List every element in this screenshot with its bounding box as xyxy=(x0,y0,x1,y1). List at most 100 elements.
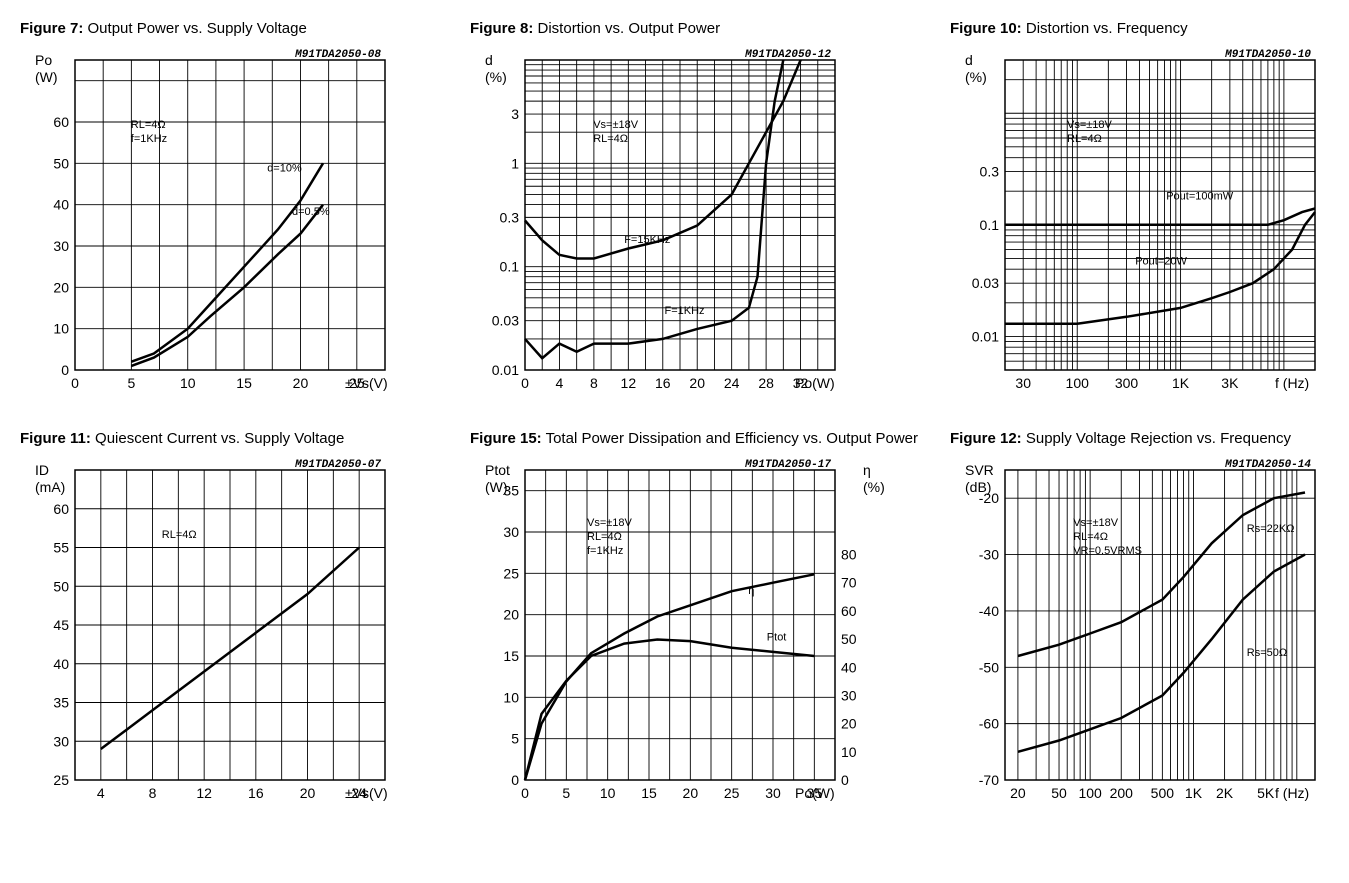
svg-text:(W): (W) xyxy=(485,479,508,495)
svg-text:16: 16 xyxy=(655,375,671,391)
svg-text:RL=4Ω: RL=4Ω xyxy=(1067,133,1102,145)
svg-text:η: η xyxy=(748,585,754,597)
svg-text:f=1KHz: f=1KHz xyxy=(587,545,623,557)
figure-num: Figure 12: xyxy=(950,430,1022,447)
figure-6: Figure 12: Supply Voltage Rejection vs. … xyxy=(950,430,1349,815)
svg-text:RL=4Ω: RL=4Ω xyxy=(1073,531,1108,543)
svg-text:20: 20 xyxy=(689,375,705,391)
svg-text:1K: 1K xyxy=(1185,785,1203,801)
figure-title: Figure 7: Output Power vs. Supply Voltag… xyxy=(20,20,450,37)
chart: M91TDA2050-17 05101520253035051015202530… xyxy=(470,455,930,815)
svg-text:(dB): (dB) xyxy=(965,479,991,495)
svg-text:5: 5 xyxy=(127,375,135,391)
svg-text:5: 5 xyxy=(511,731,519,747)
svg-text:Vs=±18V: Vs=±18V xyxy=(593,119,639,131)
svg-text:20: 20 xyxy=(300,785,316,801)
svg-text:45: 45 xyxy=(53,617,69,633)
svg-text:-30: -30 xyxy=(979,547,999,563)
svg-text:0.3: 0.3 xyxy=(980,164,1000,180)
svg-text:0.3: 0.3 xyxy=(500,209,520,225)
svg-text:12: 12 xyxy=(621,375,637,391)
figure-num: Figure 8: xyxy=(470,20,533,37)
svg-text:4: 4 xyxy=(556,375,564,391)
svg-text:(W): (W) xyxy=(35,69,58,85)
svg-text:10: 10 xyxy=(180,375,196,391)
svg-text:ID: ID xyxy=(35,462,49,478)
figure-num: Figure 7: xyxy=(20,20,83,37)
svg-text:10: 10 xyxy=(503,689,519,705)
svg-text:15: 15 xyxy=(503,648,519,664)
svg-text:300: 300 xyxy=(1115,375,1139,391)
svg-text:0: 0 xyxy=(71,375,79,391)
svg-text:20: 20 xyxy=(841,716,857,732)
figure-caption: Quiescent Current vs. Supply Voltage xyxy=(95,430,344,447)
svg-text:Po(W): Po(W) xyxy=(795,375,835,391)
svg-text:d: d xyxy=(485,52,493,68)
svg-text:8: 8 xyxy=(149,785,157,801)
svg-text:28: 28 xyxy=(758,375,774,391)
chart-code: M91TDA2050-08 xyxy=(294,49,381,61)
svg-text:(%): (%) xyxy=(485,69,507,85)
figure-5: Figure 15: Total Power Dissipation and E… xyxy=(470,430,930,815)
figure-caption: Supply Voltage Rejection vs. Frequency xyxy=(1026,430,1291,447)
svg-text:8: 8 xyxy=(590,375,598,391)
svg-text:5: 5 xyxy=(562,785,570,801)
svg-text:±Vs(V): ±Vs(V) xyxy=(345,785,388,801)
chart-code: M91TDA2050-14 xyxy=(1224,459,1311,471)
svg-text:1K: 1K xyxy=(1172,375,1190,391)
svg-text:3: 3 xyxy=(511,106,519,122)
svg-text:RL=4Ω: RL=4Ω xyxy=(593,133,628,145)
figure-title: Figure 12: Supply Voltage Rejection vs. … xyxy=(950,430,1349,447)
figure-title: Figure 11: Quiescent Current vs. Supply … xyxy=(20,430,450,447)
svg-text:20: 20 xyxy=(293,375,309,391)
svg-text:F=15KHz: F=15KHz xyxy=(624,234,670,246)
chart: M91TDA2050-10 301003001K3K0.010.030.10.3… xyxy=(950,45,1349,405)
svg-text:η: η xyxy=(863,462,871,478)
svg-text:24: 24 xyxy=(724,375,740,391)
svg-text:Po(W): Po(W) xyxy=(795,785,835,801)
svg-text:30: 30 xyxy=(53,238,69,254)
svg-text:Rs=22KΩ: Rs=22KΩ xyxy=(1247,523,1295,535)
chart-code: M91TDA2050-12 xyxy=(744,49,831,61)
chart: M91TDA2050-14 20501002005001K2K5K-70-60-… xyxy=(950,455,1349,815)
svg-text:30: 30 xyxy=(1015,375,1031,391)
chart-code: M91TDA2050-07 xyxy=(294,459,381,471)
svg-text:(%): (%) xyxy=(965,69,987,85)
svg-text:50: 50 xyxy=(841,631,857,647)
svg-text:RL=4Ω: RL=4Ω xyxy=(131,119,166,131)
svg-text:RL=4Ω: RL=4Ω xyxy=(162,529,197,541)
svg-text:1: 1 xyxy=(511,155,519,171)
svg-text:0.03: 0.03 xyxy=(492,313,519,329)
svg-text:60: 60 xyxy=(53,114,69,130)
figure-3: Figure 10: Distortion vs. Frequency M91T… xyxy=(950,20,1349,405)
svg-text:40: 40 xyxy=(841,659,857,675)
svg-text:100: 100 xyxy=(1078,785,1102,801)
svg-text:40: 40 xyxy=(53,197,69,213)
svg-text:-60: -60 xyxy=(979,716,999,732)
svg-text:30: 30 xyxy=(503,524,519,540)
figure-2: Figure 8: Distortion vs. Output Power M9… xyxy=(470,20,930,405)
figure-caption: Distortion vs. Output Power xyxy=(538,20,721,37)
svg-text:60: 60 xyxy=(841,603,857,619)
svg-text:Pout=100mW: Pout=100mW xyxy=(1166,191,1234,203)
svg-text:RL=4Ω: RL=4Ω xyxy=(587,531,622,543)
svg-text:Ptot: Ptot xyxy=(485,462,510,478)
svg-text:20: 20 xyxy=(1010,785,1026,801)
svg-text:10: 10 xyxy=(841,744,857,760)
svg-text:(mA): (mA) xyxy=(35,479,65,495)
svg-text:15: 15 xyxy=(236,375,252,391)
figure-num: Figure 10: xyxy=(950,20,1022,37)
figure-title: Figure 8: Distortion vs. Output Power xyxy=(470,20,930,37)
svg-text:5K: 5K xyxy=(1257,785,1275,801)
svg-text:35: 35 xyxy=(53,695,69,711)
figure-1: Figure 7: Output Power vs. Supply Voltag… xyxy=(20,20,450,405)
chart: M91TDA2050-08 05101520250102030405060 Po… xyxy=(20,45,450,405)
svg-text:0: 0 xyxy=(61,362,69,378)
svg-text:60: 60 xyxy=(53,501,69,517)
figure-4: Figure 11: Quiescent Current vs. Supply … xyxy=(20,430,450,815)
svg-text:10: 10 xyxy=(53,321,69,337)
svg-text:15: 15 xyxy=(641,785,657,801)
svg-text:4: 4 xyxy=(97,785,105,801)
svg-text:50: 50 xyxy=(53,155,69,171)
svg-text:SVR: SVR xyxy=(965,462,994,478)
